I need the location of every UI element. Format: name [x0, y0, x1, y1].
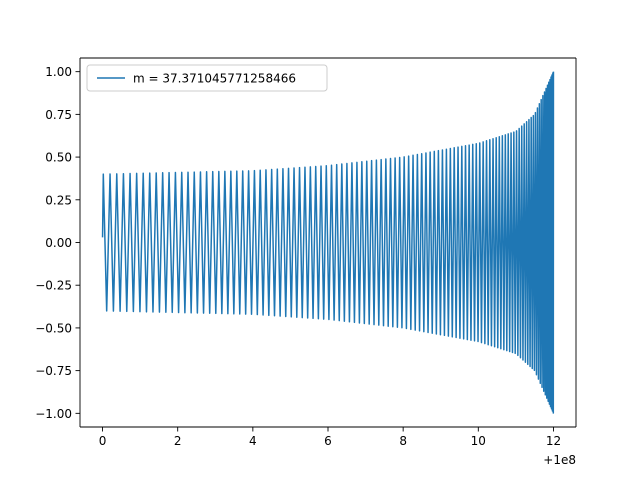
y-tick-label-0: −1.00: [35, 407, 72, 421]
y-tick-label-5: 0.25: [45, 193, 72, 207]
y-tick-label-3: −0.25: [35, 279, 72, 293]
x-tick-label-1: 2: [174, 434, 182, 448]
x-tick-label-3: 6: [324, 434, 332, 448]
axes-layer: 0 2 4 6 8 10 12 −1.00 −0.75 −0.50 −0.25 0.00 0.25 0.5…: [35, 57, 577, 467]
x-tick-label-4: 8: [399, 434, 407, 448]
x-tick-label-0: 0: [99, 434, 107, 448]
legend-box: [86, 64, 328, 92]
series-layer: [101, 71, 555, 414]
x-tick-label-2: 4: [249, 434, 257, 448]
y-tick-label-4: 0.00: [45, 236, 72, 250]
x-tick-label-6: 12: [546, 434, 561, 448]
y-tick-label-6: 0.50: [45, 151, 72, 165]
y-tick-label-1: −0.75: [35, 364, 72, 378]
x-offset-label: +1e8: [543, 453, 576, 467]
series-line-0: [101, 71, 555, 414]
x-tick-label-5: 10: [471, 434, 486, 448]
y-tick-label-2: −0.50: [35, 321, 72, 335]
legend-label-0: m = 37.371045771258466: [133, 72, 296, 86]
y-tick-label-8: 1.00: [45, 65, 72, 79]
y-tick-label-7: 0.75: [45, 108, 72, 122]
legend: m = 37.371045771258466: [86, 64, 328, 92]
